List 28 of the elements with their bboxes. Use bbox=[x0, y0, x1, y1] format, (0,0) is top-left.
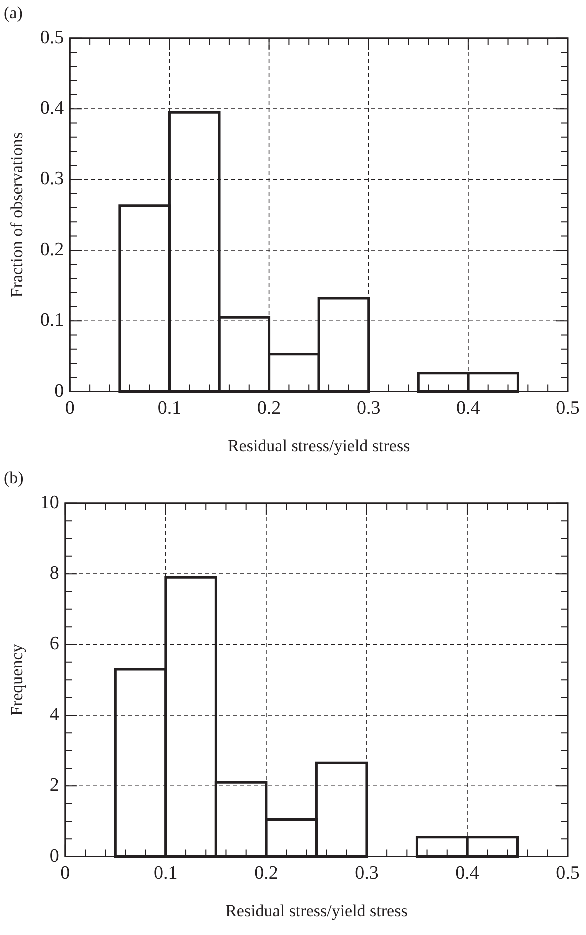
y-tick-label: 0 bbox=[54, 380, 64, 402]
y-axis-title: Fraction of observations bbox=[8, 132, 27, 298]
x-axis-title: Residual stress/yield stress bbox=[226, 901, 408, 920]
x-tick-label: 0.4 bbox=[456, 398, 481, 420]
x-tick-label: 0.1 bbox=[154, 863, 178, 884]
y-tick-label: 0 bbox=[50, 846, 60, 867]
y-tick-label: 4 bbox=[50, 704, 60, 726]
y-tick-label: 8 bbox=[50, 563, 60, 584]
x-tick-label: 0.2 bbox=[254, 863, 278, 884]
y-tick-label: 0.3 bbox=[40, 168, 64, 190]
x-tick-label: 0.5 bbox=[556, 863, 580, 884]
x-axis-title: Residual stress/yield stress bbox=[228, 436, 410, 456]
x-tick-label: 0.3 bbox=[355, 863, 379, 884]
x-tick-label: 0.5 bbox=[556, 398, 580, 420]
y-tick-label: 0.2 bbox=[40, 239, 64, 260]
chart-title: (a) bbox=[4, 4, 23, 23]
y-tick-label: 6 bbox=[50, 634, 60, 655]
y-axis-title: Frequency bbox=[8, 644, 27, 716]
y-tick-label: 10 bbox=[40, 492, 60, 514]
y-tick-label: 0.1 bbox=[40, 310, 64, 332]
x-tick-label: 0.3 bbox=[356, 398, 381, 420]
x-tick-label: 0.4 bbox=[456, 863, 480, 884]
y-tick-label: 0.4 bbox=[40, 98, 65, 120]
x-tick-label: 0.1 bbox=[158, 398, 182, 420]
chart-title: (b) bbox=[4, 468, 24, 488]
y-tick-label: 2 bbox=[50, 775, 60, 796]
y-tick-label: 0.5 bbox=[40, 27, 64, 48]
x-tick-label: 0.2 bbox=[257, 398, 282, 420]
